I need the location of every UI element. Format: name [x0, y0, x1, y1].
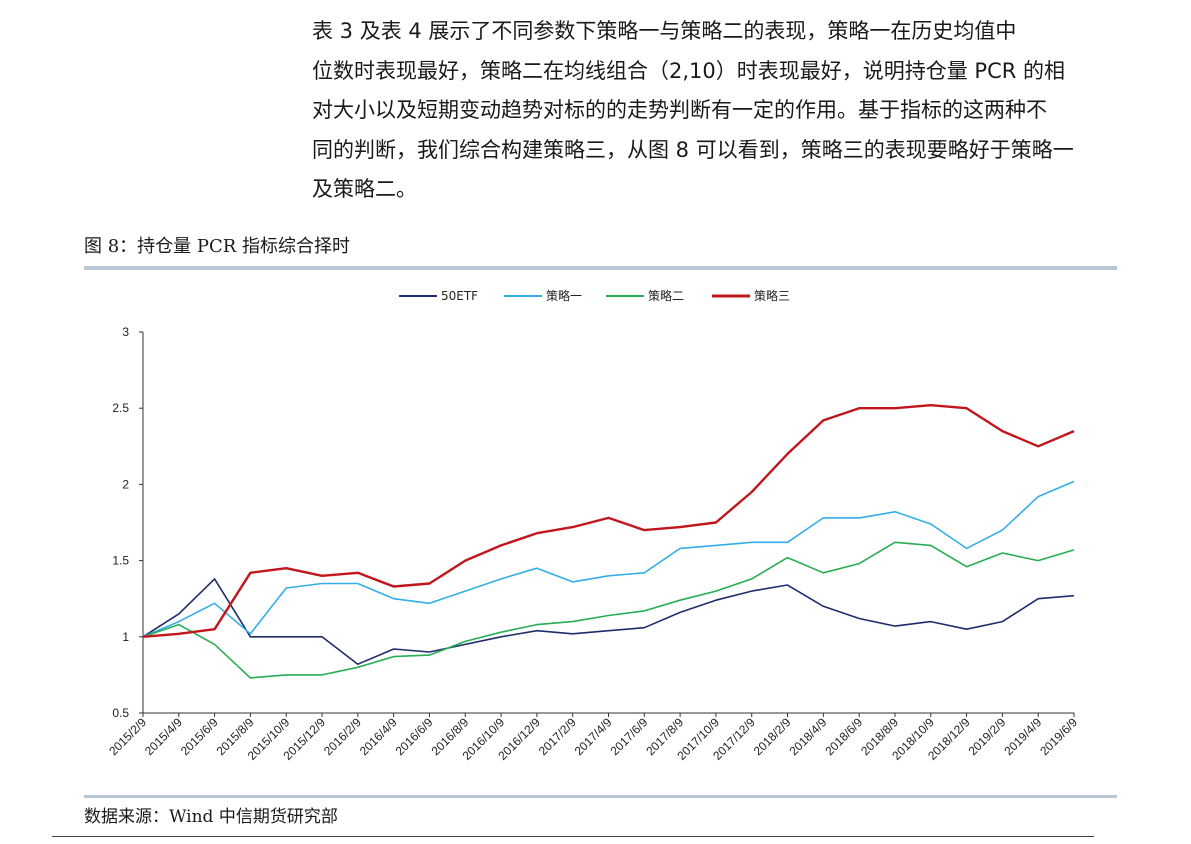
x-tick-label: 2018/4/9: [787, 715, 830, 758]
series-line-50ETF: [142, 578, 1075, 666]
paragraph-line: 及策略二。: [312, 177, 417, 201]
x-tick-label: 2017/6/9: [607, 715, 650, 758]
x-tick-label: 2017/4/9: [572, 715, 615, 758]
legend-label: 策略一: [546, 288, 582, 303]
x-tick-label: 2015/2/9: [106, 715, 149, 758]
x-tick-label: 2019/6/9: [1037, 715, 1080, 758]
x-tick-label: 2019/4/9: [1001, 715, 1044, 758]
y-tick-label: 3: [122, 325, 129, 339]
series-line-策略三: [142, 403, 1075, 638]
x-tick-label: 2016/2/9: [321, 715, 364, 758]
series-line-策略二: [142, 541, 1075, 679]
legend-label: 50ETF: [441, 289, 478, 303]
legend-label: 策略三: [754, 288, 790, 303]
paragraph-line: 对大小以及短期变动趋势对标的的走势判断有一定的作用。基于指标的这两种不: [312, 98, 1047, 122]
y-tick-label: 1.5: [112, 554, 129, 568]
figure-top-rule: [84, 266, 1117, 270]
figure-title: 图 8：持仓量 PCR 指标综合择时: [84, 236, 351, 257]
y-tick-label: 0.5: [112, 706, 129, 720]
footer-divider: [52, 836, 1094, 837]
x-tick-label: 2016/4/9: [357, 715, 400, 758]
x-tick-label: 2019/2/9: [966, 715, 1009, 758]
paragraph-line: 表 3 及表 4 展示了不同参数下策略一与策略二的表现，策略一在历史均值中: [312, 19, 1017, 43]
legend-label: 策略二: [648, 288, 684, 303]
x-tick-label: 2016/6/9: [393, 715, 436, 758]
x-tick-label: 2018/2/9: [751, 715, 794, 758]
figure-bottom-rule: [84, 795, 1117, 798]
y-tick-label: 2: [122, 477, 129, 491]
x-tick-label: 2015/4/9: [142, 715, 185, 758]
x-tick-label: 2017/2/9: [536, 715, 579, 758]
y-tick-label: 1: [122, 630, 129, 644]
series-line-策略一: [142, 480, 1075, 638]
x-tick-label: 2015/6/9: [178, 715, 221, 758]
body-paragraph: 表 3 及表 4 展示了不同参数下策略一与策略二的表现，策略一在历史均值中 位数…: [312, 12, 1102, 210]
x-tick-label: 2018/6/9: [822, 715, 865, 758]
line-chart: 0.511.522.532015/2/92015/4/92015/6/92015…: [106, 288, 1080, 763]
y-tick-label: 2.5: [112, 401, 129, 415]
source-note: 数据来源：Wind 中信期货研究部: [84, 807, 338, 827]
paragraph-line: 同的判断，我们综合构建策略三，从图 8 可以看到，策略三的表现要略好于策略一: [312, 137, 1074, 162]
paragraph-line: 位数时表现最好，策略二在均线组合（2,10）时表现最好，说明持仓量 PCR 的相: [312, 58, 1066, 83]
